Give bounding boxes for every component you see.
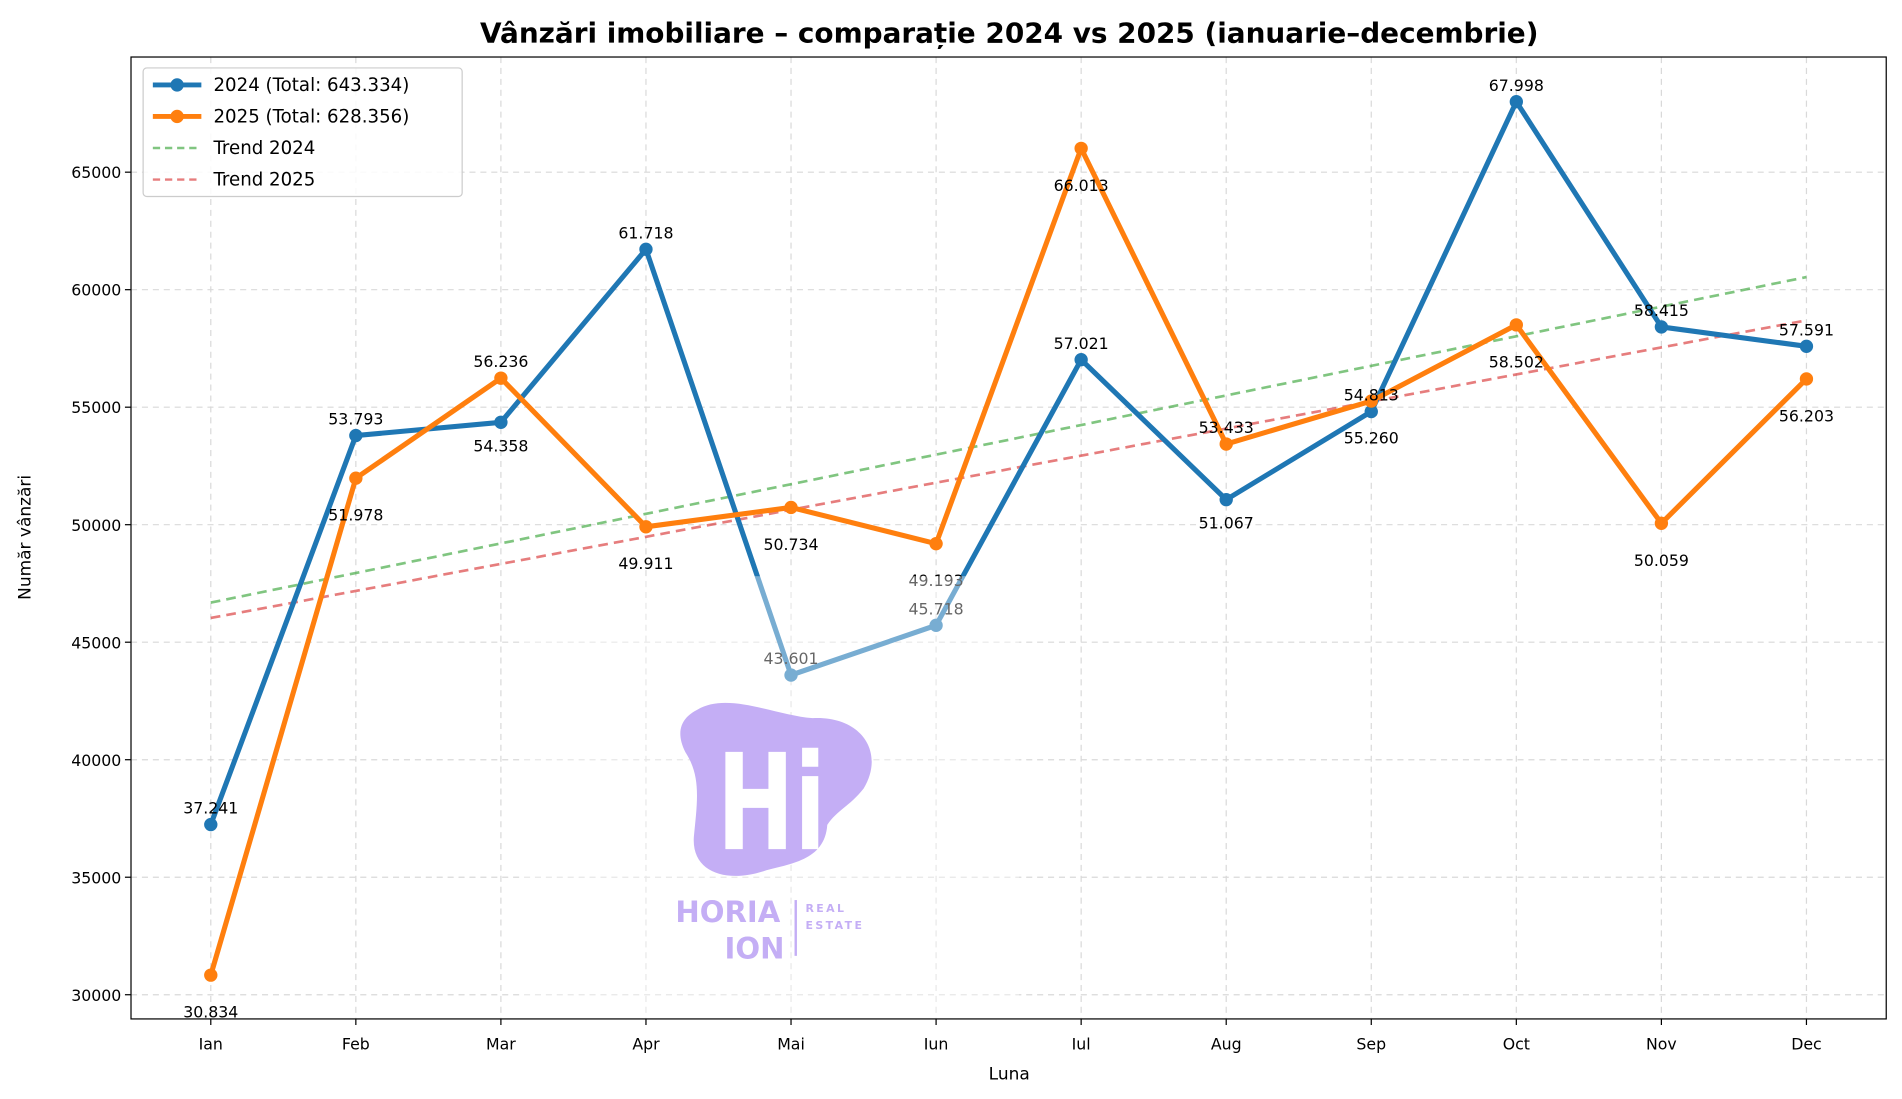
watermark-name-1: HORIA (675, 895, 780, 929)
data-point-2024 (784, 668, 798, 682)
legend-marker (170, 109, 184, 124)
y-tick-label: 65000 (71, 163, 121, 182)
data-label-2024: 57.021 (1054, 334, 1109, 353)
x-tick-label: Iun (924, 1034, 949, 1053)
data-point-2025 (1509, 318, 1523, 332)
trend-lines (210, 275, 1807, 620)
grid (131, 57, 1887, 1019)
data-label-2024: 54.813 (1344, 386, 1399, 405)
data-point-2025 (494, 371, 508, 385)
data-label-2024: 61.718 (618, 223, 673, 242)
data-point-2025 (1364, 394, 1378, 408)
x-tick-label: Mar (486, 1034, 516, 1053)
data-point-2024 (1074, 353, 1088, 367)
series-line-2025 (208, 145, 1809, 976)
data-label-2024: 57.591 (1779, 320, 1834, 339)
data-label-2025: 49.911 (618, 554, 673, 573)
data-label-2025: 66.013 (1054, 176, 1109, 195)
x-tick-label: Feb (342, 1034, 370, 1053)
data-label-2024: 53.793 (328, 410, 383, 429)
data-point-2024 (639, 242, 653, 256)
x-tick-label: Ian (199, 1034, 223, 1053)
data-label-2025: 58.502 (1489, 352, 1544, 371)
x-tick-label: Dec (1791, 1034, 1821, 1053)
data-point-2025 (639, 520, 653, 534)
data-point-2025 (349, 471, 363, 485)
data-point-2024 (1799, 339, 1814, 353)
data-label-2025: 55.260 (1344, 429, 1399, 448)
series-line-2024 (208, 99, 1807, 826)
data-label-2025: 30.834 (183, 1003, 238, 1022)
x-tick-label: Apr (632, 1034, 660, 1053)
data-label-2024: 43.601 (763, 649, 818, 668)
data-point-2025 (929, 536, 943, 551)
data-label-2024: 54.358 (473, 436, 528, 455)
data-point-2024 (349, 428, 363, 443)
x-axis-label: Luna (989, 1065, 1030, 1085)
watermark-tag-1: REAL (805, 902, 846, 915)
y-tick-label: 40000 (71, 751, 121, 770)
x-tick-label: Mai (777, 1034, 805, 1053)
y-tick-label: 45000 (71, 633, 121, 652)
y-tick-label: 35000 (71, 868, 121, 887)
watermark-mark: Hi (717, 726, 826, 881)
data-label-2025: 49.193 (909, 571, 964, 590)
data-label-2025: 56.203 (1779, 406, 1834, 425)
data-label-2024: 45.718 (909, 599, 964, 618)
legend-label: 2025 (Total: 628.356) (213, 107, 409, 128)
data-labels: 37.241 53.793 54.358 61.718 43.601 45.718 57.0… (183, 76, 1834, 1022)
data-point-2025 (1074, 141, 1088, 156)
y-tick-label: 60000 (71, 281, 121, 300)
y-tick-label: 55000 (71, 398, 121, 417)
y-axis-label: Număr vânzări (15, 475, 35, 600)
legend-label: Trend 2024 (212, 138, 315, 159)
data-label-2025: 53.433 (1199, 418, 1254, 437)
legend-label: 2024 (Total: 643.334) (213, 75, 409, 96)
plot-frame (130, 56, 1887, 1020)
data-point-2025 (1799, 372, 1814, 386)
data-label-2024: 58.415 (1634, 301, 1689, 320)
data-label-2025: 50.734 (763, 535, 818, 554)
legend: 2024 (Total: 643.334) 2025 (Total: 628.35… (142, 67, 463, 198)
y-tick-label: 30000 (71, 986, 121, 1005)
x-tick-label: Nov (1646, 1034, 1677, 1053)
data-point-2024 (1219, 492, 1233, 507)
data-point-2024 (929, 618, 943, 633)
data-point-2024 (204, 817, 218, 832)
legend-marker (170, 78, 184, 92)
x-tick-label: Aug (1211, 1034, 1242, 1053)
data-point-2024 (1509, 95, 1523, 109)
data-point-2025 (784, 500, 798, 515)
x-tick-label: Sep (1356, 1034, 1386, 1053)
data-label-2025: 56.236 (473, 352, 528, 371)
data-label-2024: 51.067 (1199, 514, 1254, 533)
data-point-2024 (494, 415, 508, 429)
x-tick-label: Oct (1503, 1034, 1530, 1053)
watermark-tag-2: ESTATE (805, 919, 864, 932)
legend-label: Trend 2025 (212, 170, 315, 191)
data-point-2024 (1654, 320, 1669, 334)
trend-line-2024 (210, 275, 1807, 604)
watermark-logo: Hi HORIA ION REAL ESTATE (675, 702, 872, 965)
data-point-2025 (1219, 437, 1233, 451)
trend-line-2025 (210, 319, 1807, 620)
axes: 30000 35000 40000 45000 50000 55000 60000 65000… (71, 163, 1821, 1053)
x-tick-label: Iul (1072, 1034, 1091, 1053)
chart-title: Vânzări imobiliare – comparație 2024 vs … (480, 16, 1538, 49)
data-label-2025: 51.978 (328, 506, 383, 525)
y-tick-label: 50000 (71, 516, 121, 535)
watermark-name-2: ION (725, 931, 785, 965)
series-lines (204, 95, 1814, 982)
data-point-2024 (1364, 404, 1378, 419)
data-point-2025 (204, 968, 218, 982)
data-label-2025: 50.059 (1634, 551, 1689, 570)
data-label-2024: 37.241 (183, 799, 238, 818)
data-label-2024: 67.998 (1489, 76, 1544, 95)
data-point-2025 (1654, 516, 1669, 530)
